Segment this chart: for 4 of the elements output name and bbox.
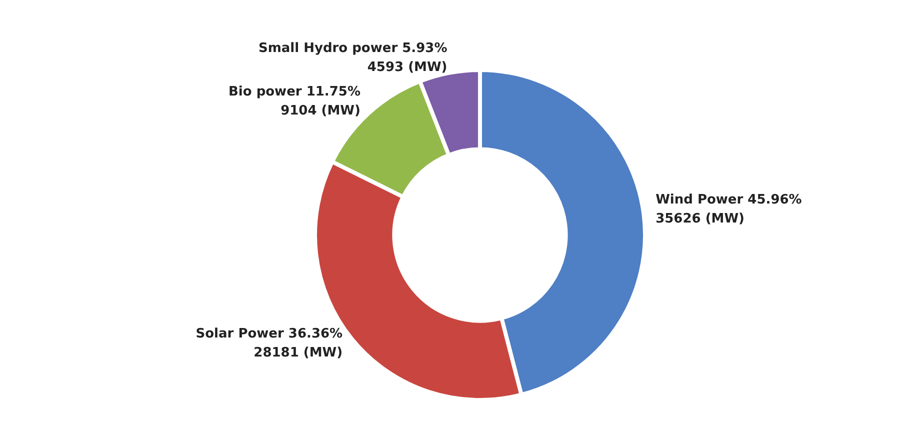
slice-label: Wind Power 45.96% 35626 (MW) [656, 192, 802, 227]
slice-label: Bio power 11.75% 9104 (MW) [228, 84, 360, 118]
slice-label: Solar Power 36.36% 28181 (MW) [196, 326, 343, 361]
slice-label: Small Hydro power 5.93% 4593 (MW) [258, 41, 448, 76]
